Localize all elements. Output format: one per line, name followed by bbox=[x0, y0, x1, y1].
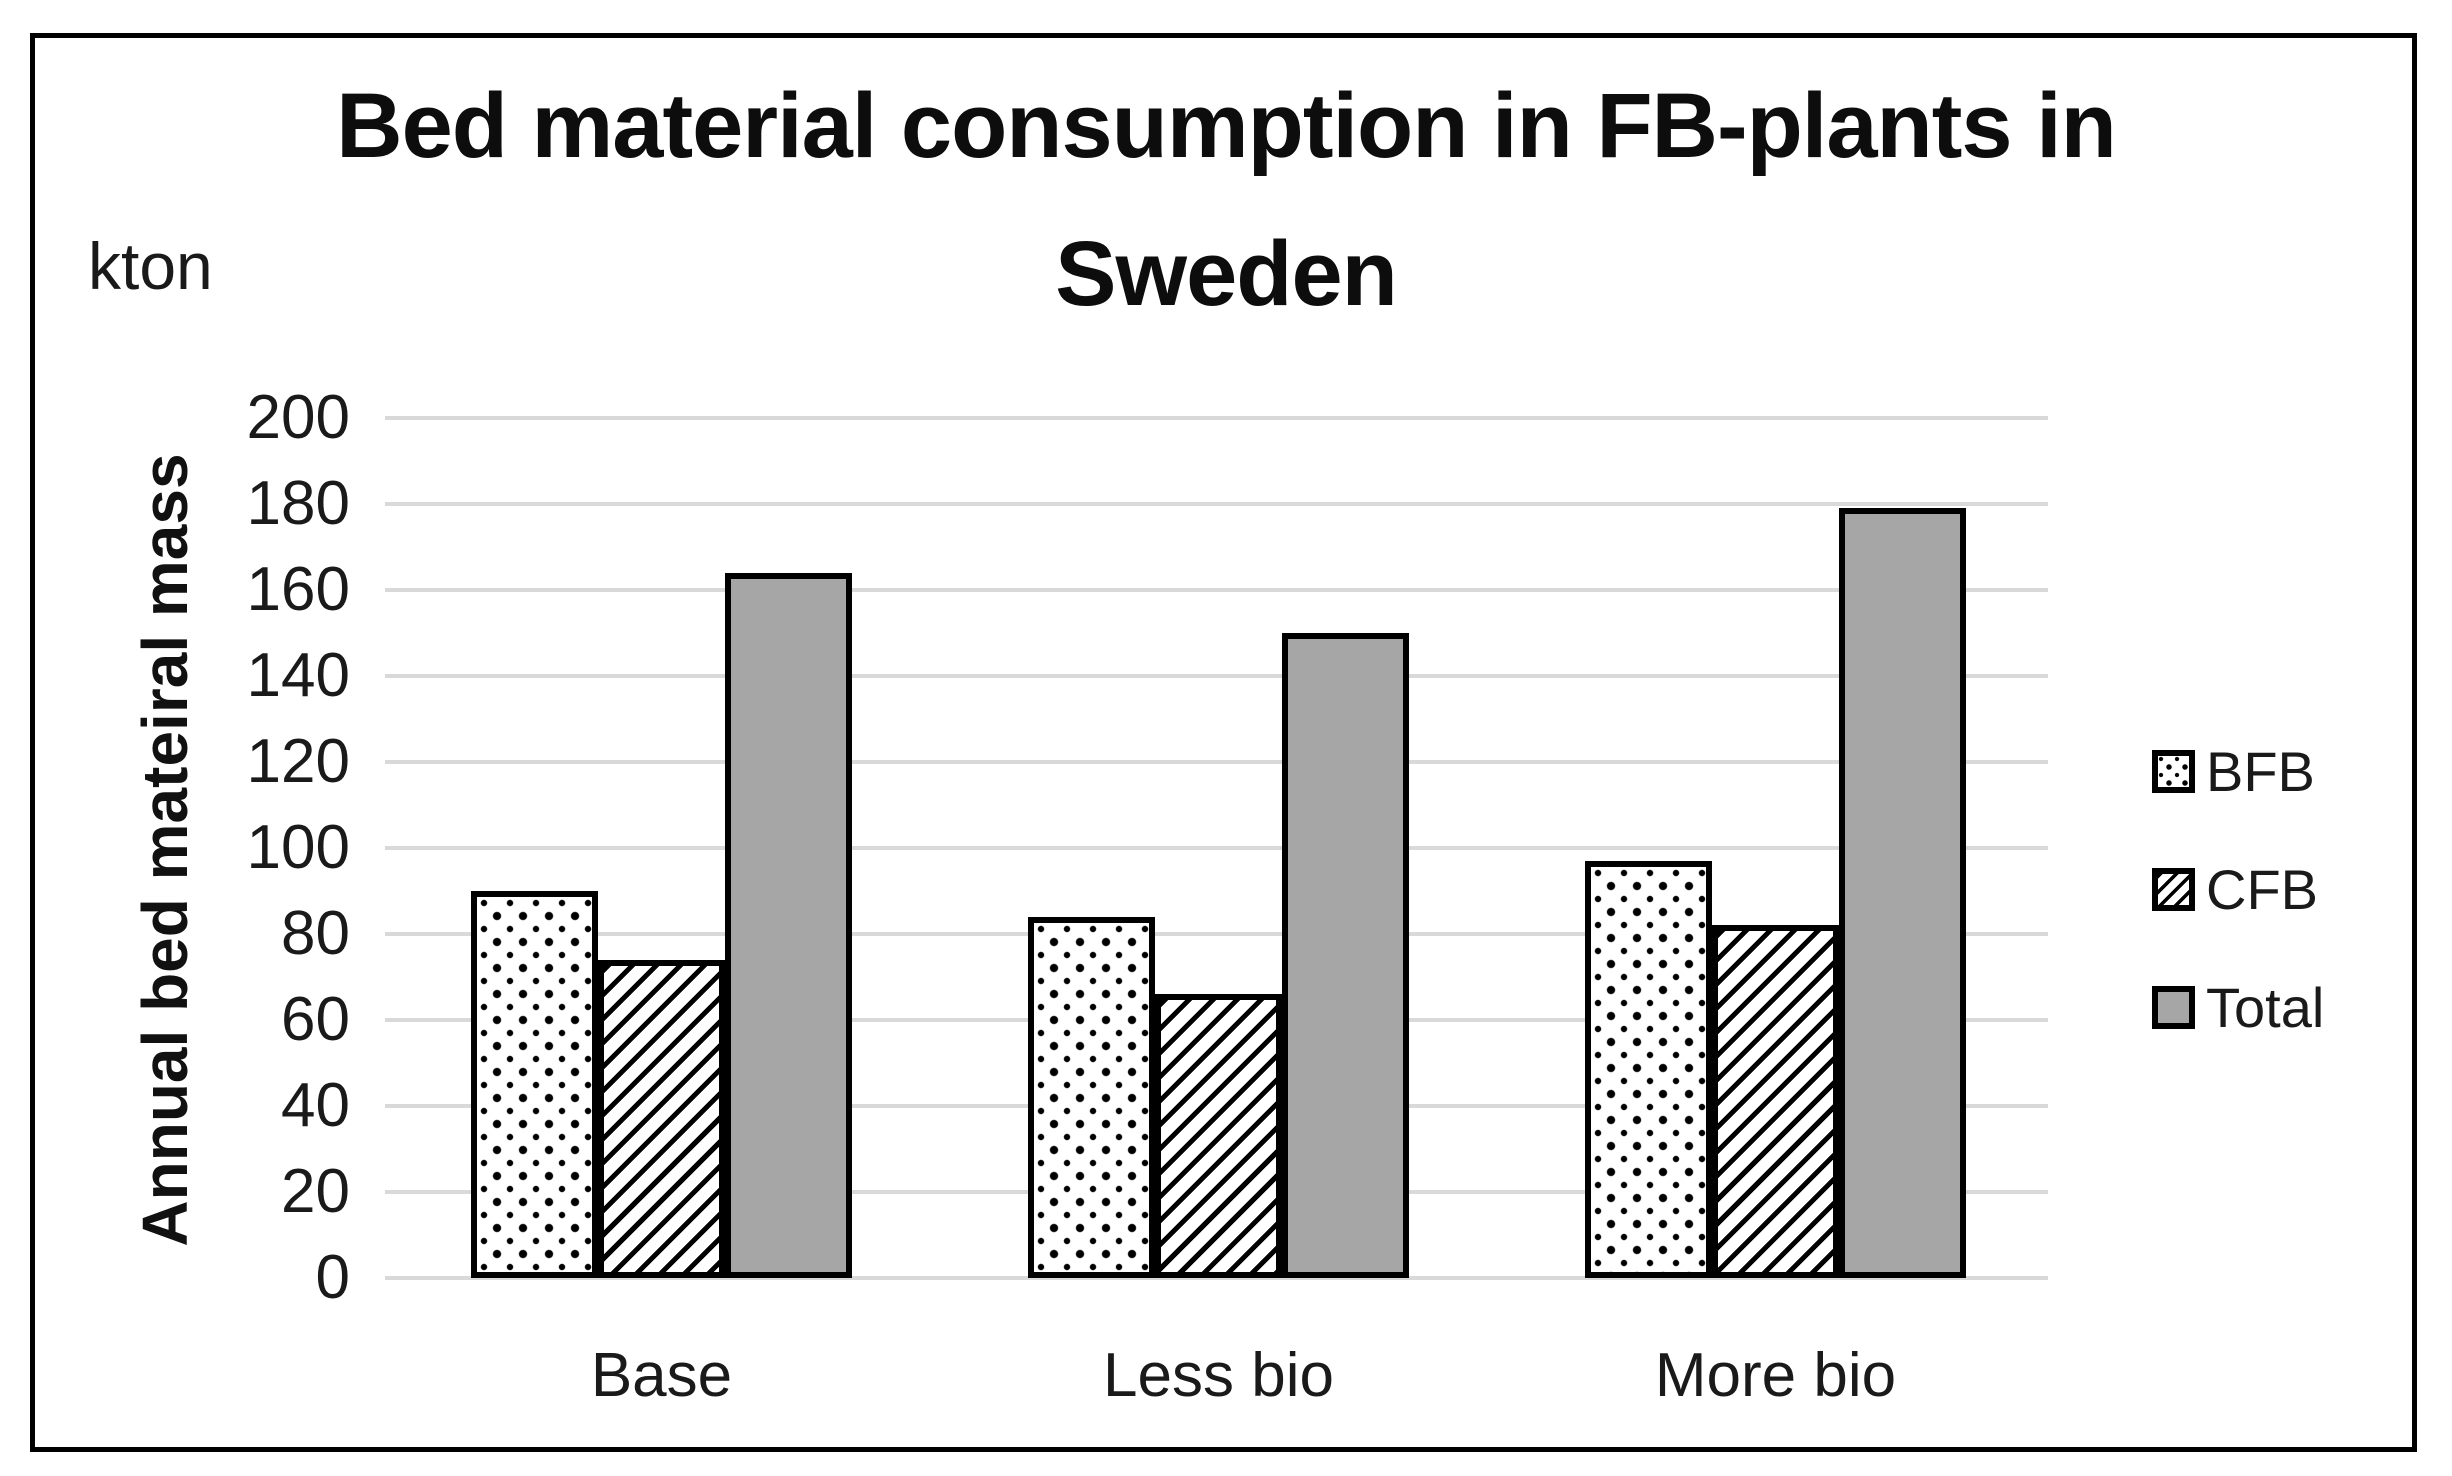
gridline-y-200 bbox=[385, 416, 2048, 420]
y-tick-label-20: 20 bbox=[281, 1157, 350, 1226]
bar-total-more-bio bbox=[1839, 508, 1966, 1278]
y-tick-label-40: 40 bbox=[281, 1071, 350, 1140]
y-tick-label-140: 140 bbox=[246, 641, 350, 710]
gridline-y-80 bbox=[385, 932, 2048, 936]
legend-label-total: Total bbox=[2206, 975, 2325, 1039]
y-tick-label-120: 120 bbox=[246, 727, 350, 796]
bar-bfb-less-bio bbox=[1028, 916, 1155, 1278]
bar-cfb-less-bio bbox=[1155, 994, 1282, 1278]
y-axis-unit-label: kton bbox=[88, 229, 213, 303]
gridline-y-180 bbox=[385, 502, 2048, 506]
legend-swatch-cfb-icon bbox=[2152, 867, 2195, 911]
legend-label-cfb: CFB bbox=[2206, 857, 2318, 921]
gridline-y-160 bbox=[385, 588, 2048, 592]
y-tick-label-180: 180 bbox=[246, 469, 350, 538]
bar-total-base bbox=[725, 572, 852, 1278]
legend-item-cfb: CFB bbox=[2152, 858, 2324, 921]
gridline-y-140 bbox=[385, 674, 2048, 678]
gridline-y-120 bbox=[385, 760, 2048, 764]
bar-bfb-more-bio bbox=[1585, 860, 1712, 1278]
legend-label-bfb: BFB bbox=[2206, 739, 2315, 803]
bar-cfb-base bbox=[598, 959, 725, 1278]
bar-total-less-bio bbox=[1282, 633, 1409, 1278]
y-tick-label-0: 0 bbox=[315, 1243, 350, 1312]
gridline-y-0 bbox=[385, 1276, 2048, 1280]
y-tick-label-200: 200 bbox=[246, 383, 350, 452]
legend-swatch-total-icon bbox=[2152, 985, 2195, 1029]
bar-cfb-more-bio bbox=[1712, 925, 1839, 1278]
plot-area bbox=[385, 416, 2048, 1280]
x-tick-label-less-bio: Less bio bbox=[1103, 1341, 1334, 1410]
chart-title: Bed material consumption in FB-plants in… bbox=[120, 52, 2332, 348]
gridline-y-100 bbox=[385, 846, 2048, 850]
chart-title-line-2: Sweden bbox=[1055, 223, 1398, 325]
x-tick-label-base: Base bbox=[590, 1341, 733, 1410]
chart-title-line-1: Bed material consumption in FB-plants in bbox=[336, 75, 2117, 177]
y-tick-label-160: 160 bbox=[246, 555, 350, 624]
y-tick-label-80: 80 bbox=[281, 899, 350, 968]
x-tick-label-more-bio: More bio bbox=[1654, 1341, 1897, 1410]
y-tick-label-60: 60 bbox=[281, 985, 350, 1054]
bar-bfb-base bbox=[471, 891, 598, 1278]
legend-swatch-bfb-icon bbox=[2152, 749, 2195, 793]
legend-item-total: Total bbox=[2152, 976, 2324, 1039]
y-tick-label-100: 100 bbox=[246, 813, 350, 882]
legend-item-bfb: BFB bbox=[2152, 740, 2324, 803]
legend: BFB CFB Total bbox=[2152, 740, 2324, 1102]
